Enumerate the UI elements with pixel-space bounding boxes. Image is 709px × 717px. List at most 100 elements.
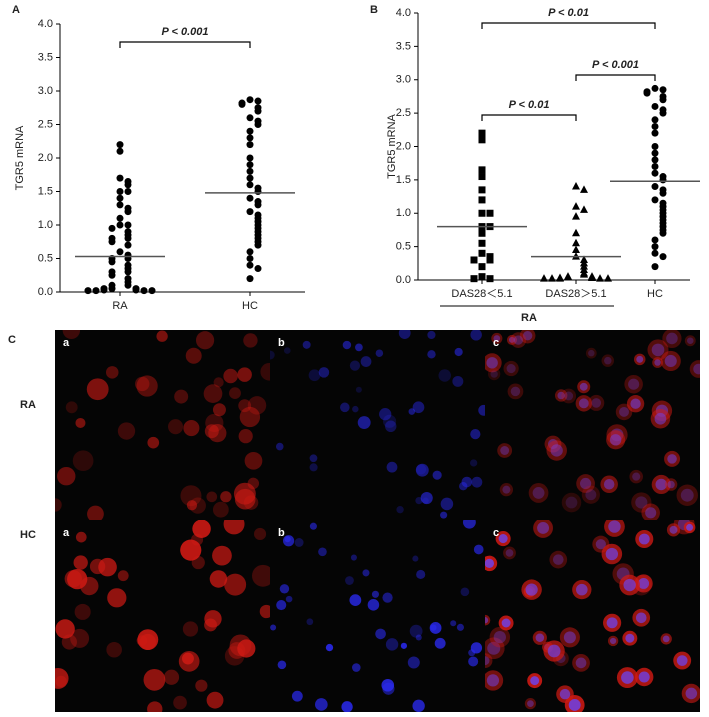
cell (147, 436, 160, 449)
cell (117, 570, 129, 582)
cell (519, 330, 536, 344)
nucleus (486, 674, 500, 687)
cell (186, 500, 198, 511)
nucleus (486, 357, 498, 369)
cell (485, 353, 502, 373)
nucleus (415, 463, 429, 477)
nucleus (367, 599, 380, 611)
nucleus (662, 635, 670, 643)
nucleus (685, 687, 698, 700)
nucleus (452, 375, 464, 387)
cell (259, 604, 270, 619)
nucleus (350, 554, 357, 561)
data-point (246, 208, 254, 216)
cell (182, 621, 199, 637)
data-point (659, 253, 667, 261)
data-point (84, 287, 92, 295)
nucleus (654, 412, 667, 425)
cell (143, 668, 166, 691)
significance-bracket (575, 74, 656, 81)
data-point (478, 196, 486, 204)
nucleus (564, 391, 574, 401)
data-point (246, 248, 254, 256)
data-point (132, 286, 140, 294)
y-tick-label: 1.5 (38, 185, 53, 197)
data-point (246, 96, 254, 104)
nucleus (487, 641, 501, 655)
nucleus (285, 595, 293, 603)
data-point (572, 202, 580, 210)
image-background (485, 520, 700, 712)
cell (238, 399, 252, 413)
nucleus (667, 454, 677, 464)
nucleus (532, 487, 545, 499)
data-point (246, 114, 254, 122)
cell (205, 413, 224, 433)
data-point (486, 256, 494, 264)
data-point (254, 241, 262, 249)
nucleus (502, 485, 511, 494)
data-point (116, 221, 124, 229)
cell (213, 377, 224, 388)
nucleus (415, 464, 427, 475)
cell (489, 626, 511, 648)
nucleus (432, 470, 442, 480)
data-point (580, 270, 588, 278)
data-point (556, 274, 564, 282)
nucleus (371, 590, 379, 598)
data-point (470, 275, 478, 283)
data-point (116, 201, 124, 209)
cell (491, 332, 503, 344)
data-point (124, 188, 132, 195)
p-value: P < 0.001 (162, 26, 209, 38)
cell (204, 610, 222, 628)
cell (183, 420, 200, 437)
cells (485, 520, 700, 712)
nucleus (309, 463, 318, 472)
cell (203, 384, 223, 404)
nucleus (412, 699, 425, 712)
nucleus (537, 522, 550, 534)
y-tick-label: 2.0 (396, 140, 411, 152)
data-point (651, 163, 659, 171)
cell (499, 483, 514, 497)
data-point (540, 274, 548, 282)
nucleus (270, 624, 277, 631)
data-point (124, 241, 132, 249)
data-point (651, 196, 659, 204)
x-tick-label: DAS28＞5.1 (545, 288, 606, 300)
data-point (651, 156, 659, 164)
cell (239, 406, 261, 428)
nucleus (360, 356, 372, 367)
cell (224, 573, 247, 596)
data-point (486, 209, 494, 217)
nucleus (379, 408, 392, 421)
micrograph: b (270, 520, 485, 712)
data-point (478, 166, 486, 174)
cell (544, 435, 562, 453)
data-point (246, 127, 254, 135)
nucleus (490, 370, 498, 378)
cell (206, 491, 218, 503)
data-point (572, 182, 580, 190)
nucleus (283, 347, 291, 354)
nucleus (470, 642, 483, 654)
nucleus (349, 594, 362, 607)
image-label: b (278, 527, 285, 539)
x-tick-label: HC (242, 300, 258, 312)
nucleus (638, 533, 650, 545)
cell (243, 333, 258, 348)
data-point (478, 209, 486, 217)
nucleus (416, 569, 426, 580)
nucleus (462, 520, 476, 529)
nucleus (409, 624, 423, 638)
nucleus (385, 638, 399, 651)
nucleus (493, 631, 506, 644)
nucleus (362, 569, 370, 577)
nucleus (450, 620, 457, 627)
data-point (548, 274, 556, 282)
cell (156, 330, 168, 342)
cell (206, 691, 224, 709)
cell (208, 424, 227, 443)
